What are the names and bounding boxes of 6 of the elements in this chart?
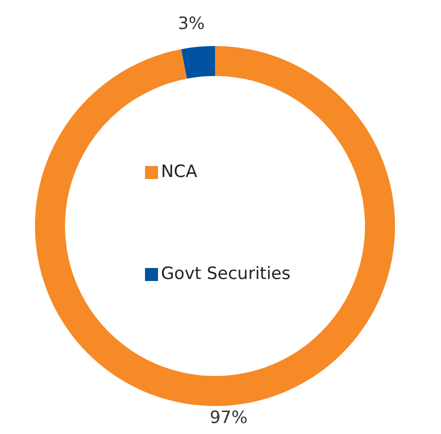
- donut-slice: [181, 46, 215, 79]
- data-label: 97%: [210, 408, 248, 428]
- donut-slice: [35, 46, 395, 406]
- data-label: 3%: [178, 14, 205, 34]
- legend-label: Govt Securities: [161, 264, 290, 284]
- legend-label: NCA: [161, 162, 198, 182]
